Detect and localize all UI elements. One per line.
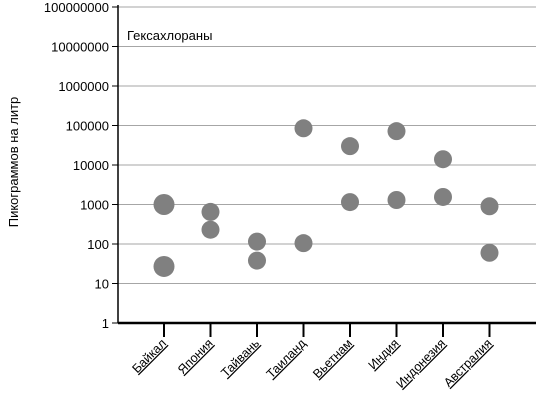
x-tick-label: Австралия — [441, 336, 495, 390]
y-tick-label: 100000 — [66, 119, 109, 134]
y-tick-label: 1 — [102, 316, 109, 331]
data-point — [434, 187, 452, 206]
y-tick-label: 100000000 — [44, 0, 109, 15]
y-tick-label: 10000 — [73, 158, 109, 173]
gridlines — [118, 6, 536, 284]
data-point — [480, 197, 499, 216]
x-tick-labels: Байкал Япония Тайвань Таиланд Вьетнам ИндияИн… — [129, 336, 494, 391]
data-point — [480, 243, 499, 262]
x-tick-label: Индия — [366, 336, 402, 372]
x-tick-label: Байкал — [129, 336, 169, 376]
y-tick-label: 1000 — [80, 198, 109, 213]
data-point — [387, 190, 406, 209]
data-points — [153, 119, 499, 277]
data-point — [387, 122, 406, 141]
y-tick-label: 100 — [87, 237, 109, 252]
data-point — [294, 119, 313, 138]
y-tick-label: 1000000 — [58, 79, 109, 94]
chart-title: Гексахлораны — [127, 28, 212, 43]
x-tick-label: Тайвань — [218, 336, 262, 380]
x-tick-label: Вьетнам — [310, 336, 355, 381]
data-point — [248, 232, 266, 251]
data-point — [201, 202, 220, 221]
x-tick-label: Таиланд — [264, 336, 309, 381]
data-point — [434, 150, 452, 169]
data-point — [248, 251, 266, 270]
data-point — [201, 220, 220, 239]
y-tick-labels: 1 10 100 1000 10000 100000 1000000 10000000 1000… — [44, 0, 109, 331]
data-point — [341, 193, 359, 212]
axes — [112, 5, 536, 337]
y-tick-label: 10 — [95, 277, 109, 292]
data-point — [153, 194, 175, 215]
data-point — [341, 137, 359, 156]
y-axis-label: Пикограммов на литр — [6, 97, 21, 228]
x-tick-label: Япония — [175, 336, 216, 377]
data-point — [294, 234, 313, 253]
y-tick-label: 10000000 — [51, 40, 109, 55]
data-point — [153, 255, 175, 277]
x-tick-label: Индонезия — [394, 336, 449, 391]
